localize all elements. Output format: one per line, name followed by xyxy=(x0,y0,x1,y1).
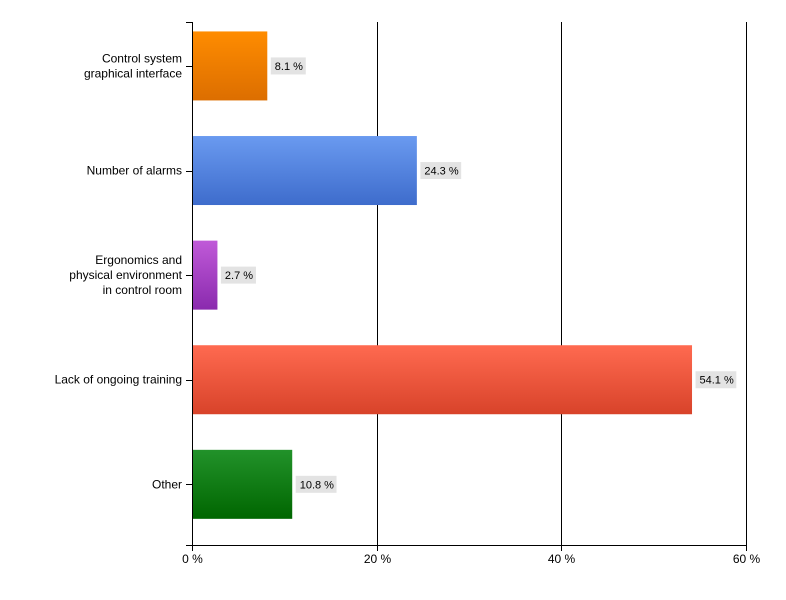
label-layer: 8.1 % Control system graphical interface 24… xyxy=(55,51,761,566)
x-tick-label-40: 40 % xyxy=(548,552,576,566)
data-label-number-of-alarms: 24.3 % xyxy=(424,166,458,178)
data-label-ergonomics-and-physical-environment-in-control-room: 2.7 % xyxy=(225,270,253,282)
bar-ergonomics-and-physical-environment-in-control-room xyxy=(192,240,218,310)
data-label-lack-of-ongoing-training: 54.1 % xyxy=(700,375,734,387)
bar-number-of-alarms xyxy=(192,136,417,206)
bar-other xyxy=(192,449,293,519)
grid-layer xyxy=(377,22,747,545)
category-label-number-of-alarms: Number of alarms xyxy=(87,164,182,178)
x-tick-label-0: 0 % xyxy=(182,552,203,566)
bar-lack-of-ongoing-training xyxy=(192,345,693,415)
category-label-lack-of-ongoing-training: Lack of ongoing training xyxy=(55,373,182,387)
category-label-ergonomics-and-physical-environment-in-control-room: Ergonomics and physical environment in con… xyxy=(69,253,182,297)
data-label-box-1 xyxy=(420,162,462,180)
x-tick-label-60: 60 % xyxy=(733,552,761,566)
category-label-other: Other xyxy=(152,477,182,491)
category-label-control-system-graphical-interface: Control system graphical interface xyxy=(84,51,182,80)
data-label-other: 10.8 % xyxy=(300,479,334,491)
data-label-box-0 xyxy=(270,57,306,75)
axis-layer xyxy=(186,22,747,551)
bar-control-system-graphical-interface xyxy=(192,31,268,101)
data-label-control-system-graphical-interface: 8.1 % xyxy=(275,61,303,73)
data-label-box-4 xyxy=(295,475,337,493)
bar-layer xyxy=(192,31,693,519)
data-label-box-2 xyxy=(220,266,256,284)
data-label-box-3 xyxy=(695,371,737,389)
x-tick-label-20: 20 % xyxy=(364,552,392,566)
